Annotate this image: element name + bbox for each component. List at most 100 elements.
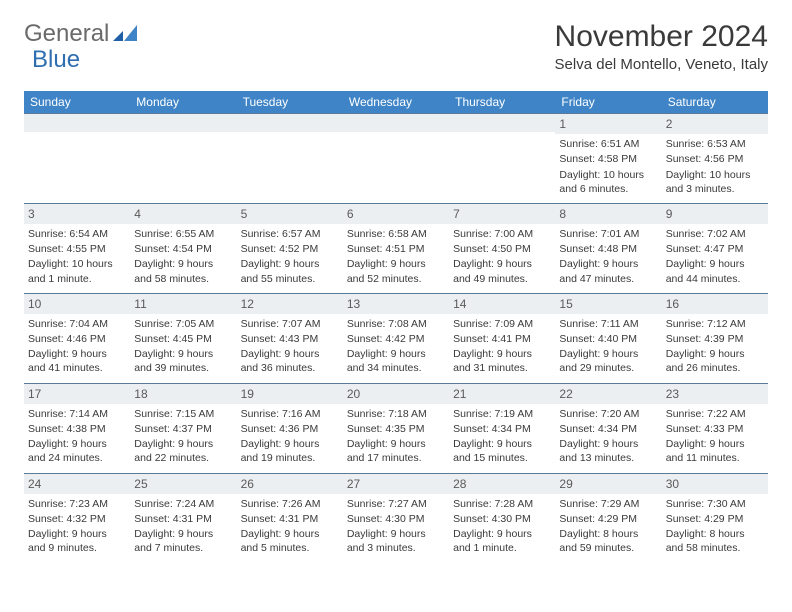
day-number: 15 xyxy=(555,294,661,314)
calendar-table: Sunday Monday Tuesday Wednesday Thursday… xyxy=(24,91,768,562)
sunset-text: Sunset: 4:33 PM xyxy=(666,422,764,436)
day-info: Sunrise: 7:04 AMSunset: 4:46 PMDaylight:… xyxy=(28,317,126,376)
day-number: 22 xyxy=(555,384,661,404)
calendar-week-row: 24 Sunrise: 7:23 AMSunset: 4:32 PMDayligh… xyxy=(24,473,768,562)
sunrise-text: Sunrise: 7:15 AM xyxy=(134,407,232,421)
daylight-text: Daylight: 9 hours and 29 minutes. xyxy=(559,347,657,375)
daylight-text: Daylight: 10 hours and 6 minutes. xyxy=(559,168,657,196)
weekday-header: Monday xyxy=(130,91,236,114)
calendar-body: 1Sunrise: 6:51 AMSunset: 4:58 PMDaylight… xyxy=(24,114,768,563)
calendar-week-row: 17Sunrise: 7:14 AMSunset: 4:38 PMDayligh… xyxy=(24,383,768,473)
daylight-text: Daylight: 9 hours and 9 minutes. xyxy=(28,527,126,555)
day-info: Sunrise: 7:27 AMSunset: 4:30 PMDaylight:… xyxy=(347,497,445,556)
daylight-text: Daylight: 9 hours and 55 minutes. xyxy=(241,257,339,285)
day-number: 24 xyxy=(24,474,130,494)
daylight-text: Daylight: 9 hours and 41 minutes. xyxy=(28,347,126,375)
calendar-day-cell: 22 Sunrise: 7:20 AMSunset: 4:34 PMDayligh… xyxy=(555,383,661,473)
daylight-text: Daylight: 9 hours and 13 minutes. xyxy=(559,437,657,465)
calendar-day-cell: 3Sunrise: 6:54 AMSunset: 4:55 PMDaylight… xyxy=(24,203,130,293)
day-info: Sunrise: 7:09 AMSunset: 4:41 PMDaylight:… xyxy=(453,317,551,376)
sunset-text: Sunset: 4:55 PM xyxy=(28,242,126,256)
day-number xyxy=(237,114,343,132)
sunset-text: Sunset: 4:34 PM xyxy=(559,422,657,436)
day-number: 16 xyxy=(662,294,768,314)
day-info: Sunrise: 7:01 AMSunset: 4:48 PMDaylight:… xyxy=(559,227,657,286)
calendar-day-cell: 18Sunrise: 7:15 AMSunset: 4:37 PMDayligh… xyxy=(130,383,236,473)
daylight-text: Daylight: 9 hours and 49 minutes. xyxy=(453,257,551,285)
day-info: Sunrise: 7:11 AMSunset: 4:40 PMDaylight:… xyxy=(559,317,657,376)
sunrise-text: Sunrise: 6:51 AM xyxy=(559,137,657,151)
month-title: November 2024 xyxy=(555,20,768,54)
day-info: Sunrise: 7:19 AMSunset: 4:34 PMDaylight:… xyxy=(453,407,551,466)
sunrise-text: Sunrise: 7:12 AM xyxy=(666,317,764,331)
daylight-text: Daylight: 9 hours and 17 minutes. xyxy=(347,437,445,465)
sunset-text: Sunset: 4:31 PM xyxy=(134,512,232,526)
sunrise-text: Sunrise: 6:54 AM xyxy=(28,227,126,241)
day-number: 12 xyxy=(237,294,343,314)
calendar-day-cell: 21 Sunrise: 7:19 AMSunset: 4:34 PMDayligh… xyxy=(449,383,555,473)
calendar-day-cell: 28Sunrise: 7:28 AMSunset: 4:30 PMDayligh… xyxy=(449,473,555,562)
sunrise-text: Sunrise: 7:16 AM xyxy=(241,407,339,421)
header: General November 2024 Selva del Montello… xyxy=(24,20,768,73)
logo: General xyxy=(24,20,139,48)
day-info: Sunrise: 6:58 AMSunset: 4:51 PMDaylight:… xyxy=(347,227,445,286)
day-info: Sunrise: 7:14 AMSunset: 4:38 PMDaylight:… xyxy=(28,407,126,466)
daylight-text: Daylight: 9 hours and 24 minutes. xyxy=(28,437,126,465)
calendar-day-cell: 6Sunrise: 6:58 AMSunset: 4:51 PMDaylight… xyxy=(343,203,449,293)
calendar-day-cell: 25Sunrise: 7:24 AMSunset: 4:31 PMDayligh… xyxy=(130,473,236,562)
sunrise-text: Sunrise: 7:22 AM xyxy=(666,407,764,421)
calendar-day-cell: 17Sunrise: 7:14 AMSunset: 4:38 PMDayligh… xyxy=(24,383,130,473)
day-number: 29 xyxy=(555,474,661,494)
sunset-text: Sunset: 4:48 PM xyxy=(559,242,657,256)
title-block: November 2024 Selva del Montello, Veneto… xyxy=(555,20,768,73)
calendar-day-cell xyxy=(449,114,555,204)
day-number: 10 xyxy=(24,294,130,314)
daylight-text: Daylight: 10 hours and 1 minute. xyxy=(28,257,126,285)
day-number: 28 xyxy=(449,474,555,494)
day-info: Sunrise: 7:18 AMSunset: 4:35 PMDaylight:… xyxy=(347,407,445,466)
daylight-text: Daylight: 9 hours and 58 minutes. xyxy=(134,257,232,285)
day-info: Sunrise: 7:23 AMSunset: 4:32 PMDaylight:… xyxy=(28,497,126,556)
calendar-day-cell xyxy=(237,114,343,204)
sunset-text: Sunset: 4:30 PM xyxy=(347,512,445,526)
sunrise-text: Sunrise: 6:57 AM xyxy=(241,227,339,241)
sunrise-text: Sunrise: 7:08 AM xyxy=(347,317,445,331)
day-number: 13 xyxy=(343,294,449,314)
daylight-text: Daylight: 9 hours and 19 minutes. xyxy=(241,437,339,465)
day-info: Sunrise: 7:24 AMSunset: 4:31 PMDaylight:… xyxy=(134,497,232,556)
day-number: 21 xyxy=(449,384,555,404)
calendar-day-cell: 24 Sunrise: 7:23 AMSunset: 4:32 PMDayligh… xyxy=(24,473,130,562)
calendar-day-cell: 27Sunrise: 7:27 AMSunset: 4:30 PMDayligh… xyxy=(343,473,449,562)
calendar-day-cell: 29Sunrise: 7:29 AMSunset: 4:29 PMDayligh… xyxy=(555,473,661,562)
calendar-week-row: 3Sunrise: 6:54 AMSunset: 4:55 PMDaylight… xyxy=(24,203,768,293)
sunrise-text: Sunrise: 7:05 AM xyxy=(134,317,232,331)
calendar-day-cell: 14Sunrise: 7:09 AMSunset: 4:41 PMDayligh… xyxy=(449,293,555,383)
sunrise-text: Sunrise: 6:55 AM xyxy=(134,227,232,241)
logo-word2: Blue xyxy=(32,46,80,74)
sunset-text: Sunset: 4:29 PM xyxy=(559,512,657,526)
calendar-day-cell: 15 Sunrise: 7:11 AMSunset: 4:40 PMDayligh… xyxy=(555,293,661,383)
day-number: 19 xyxy=(237,384,343,404)
calendar-day-cell: 16Sunrise: 7:12 AMSunset: 4:39 PMDayligh… xyxy=(662,293,768,383)
day-number: 30 xyxy=(662,474,768,494)
sunrise-text: Sunrise: 7:14 AM xyxy=(28,407,126,421)
location: Selva del Montello, Veneto, Italy xyxy=(555,56,768,73)
sunrise-text: Sunrise: 7:02 AM xyxy=(666,227,764,241)
sunrise-text: Sunrise: 7:26 AM xyxy=(241,497,339,511)
daylight-text: Daylight: 9 hours and 11 minutes. xyxy=(666,437,764,465)
day-info: Sunrise: 6:55 AMSunset: 4:54 PMDaylight:… xyxy=(134,227,232,286)
day-number xyxy=(24,114,130,132)
daylight-text: Daylight: 9 hours and 5 minutes. xyxy=(241,527,339,555)
weekday-header: Saturday xyxy=(662,91,768,114)
sunrise-text: Sunrise: 6:53 AM xyxy=(666,137,764,151)
daylight-text: Daylight: 9 hours and 22 minutes. xyxy=(134,437,232,465)
sunset-text: Sunset: 4:35 PM xyxy=(347,422,445,436)
calendar-day-cell: 4Sunrise: 6:55 AMSunset: 4:54 PMDaylight… xyxy=(130,203,236,293)
sunrise-text: Sunrise: 7:20 AM xyxy=(559,407,657,421)
sunrise-text: Sunrise: 7:27 AM xyxy=(347,497,445,511)
weekday-header-row: Sunday Monday Tuesday Wednesday Thursday… xyxy=(24,91,768,114)
sunset-text: Sunset: 4:29 PM xyxy=(666,512,764,526)
sunrise-text: Sunrise: 7:01 AM xyxy=(559,227,657,241)
sunset-text: Sunset: 4:36 PM xyxy=(241,422,339,436)
sunset-text: Sunset: 4:41 PM xyxy=(453,332,551,346)
